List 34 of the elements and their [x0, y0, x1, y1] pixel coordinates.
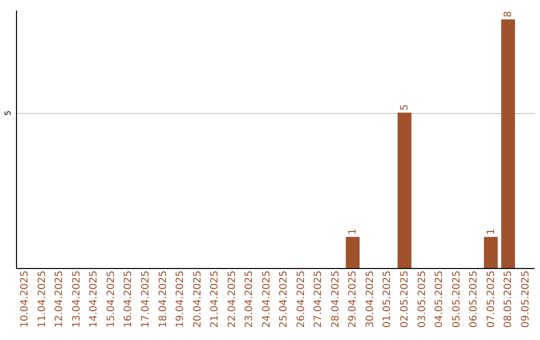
- x-tick-label: 06.05.2025: [468, 270, 480, 328]
- x-tick-label: 22.04.2025: [226, 270, 238, 328]
- x-tick-label: 05.05.2025: [451, 270, 462, 328]
- x-tick-label: 10.04.2025: [20, 270, 31, 328]
- x-tick-label: 11.04.2025: [36, 270, 48, 328]
- x-tick-label: 24.04.2025: [261, 270, 272, 328]
- x-tick-label: 25.04.2025: [278, 270, 290, 328]
- x-tick-label: 28.04.2025: [330, 270, 342, 328]
- x-tick-label: 29.04.2025: [348, 270, 359, 328]
- x-tick-label: 08.05.2025: [503, 270, 514, 328]
- x-tick-label: 09.05.2025: [520, 270, 532, 328]
- x-tick-label: 21.04.2025: [210, 270, 221, 328]
- data-label: 8: [503, 10, 514, 18]
- x-tick-label: 01.05.2025: [382, 270, 394, 328]
- data-label: 5: [400, 104, 410, 111]
- data-label: 1: [348, 228, 359, 235]
- x-tick-label: 04.05.2025: [434, 270, 446, 328]
- data-label: 1: [486, 228, 497, 235]
- x-tick-label: 13.04.2025: [71, 270, 82, 328]
- x-tick-label: 26.04.2025: [296, 270, 307, 328]
- x-tick-label: 12.04.2025: [54, 270, 66, 328]
- x-tick-label: 03.05.2025: [416, 270, 428, 328]
- x-tick-label: 30.04.2025: [364, 270, 376, 328]
- x-tick-label: 16.04.2025: [123, 270, 134, 328]
- x-tick-label: 14.04.2025: [88, 270, 100, 328]
- x-tick-label: 23.04.2025: [244, 270, 256, 328]
- x-tick-label: 20.04.2025: [192, 270, 204, 328]
- x-tick-label: 19.04.2025: [175, 270, 186, 328]
- x-tick-label: 17.04.2025: [140, 270, 152, 328]
- x-tick-label: 02.05.2025: [400, 270, 410, 328]
- x-tick-label: 15.04.2025: [106, 270, 117, 328]
- x-tick-label: 07.05.2025: [486, 270, 497, 328]
- x-tick-label: 18.04.2025: [158, 270, 169, 328]
- x-tick-label: 27.04.2025: [313, 270, 324, 328]
